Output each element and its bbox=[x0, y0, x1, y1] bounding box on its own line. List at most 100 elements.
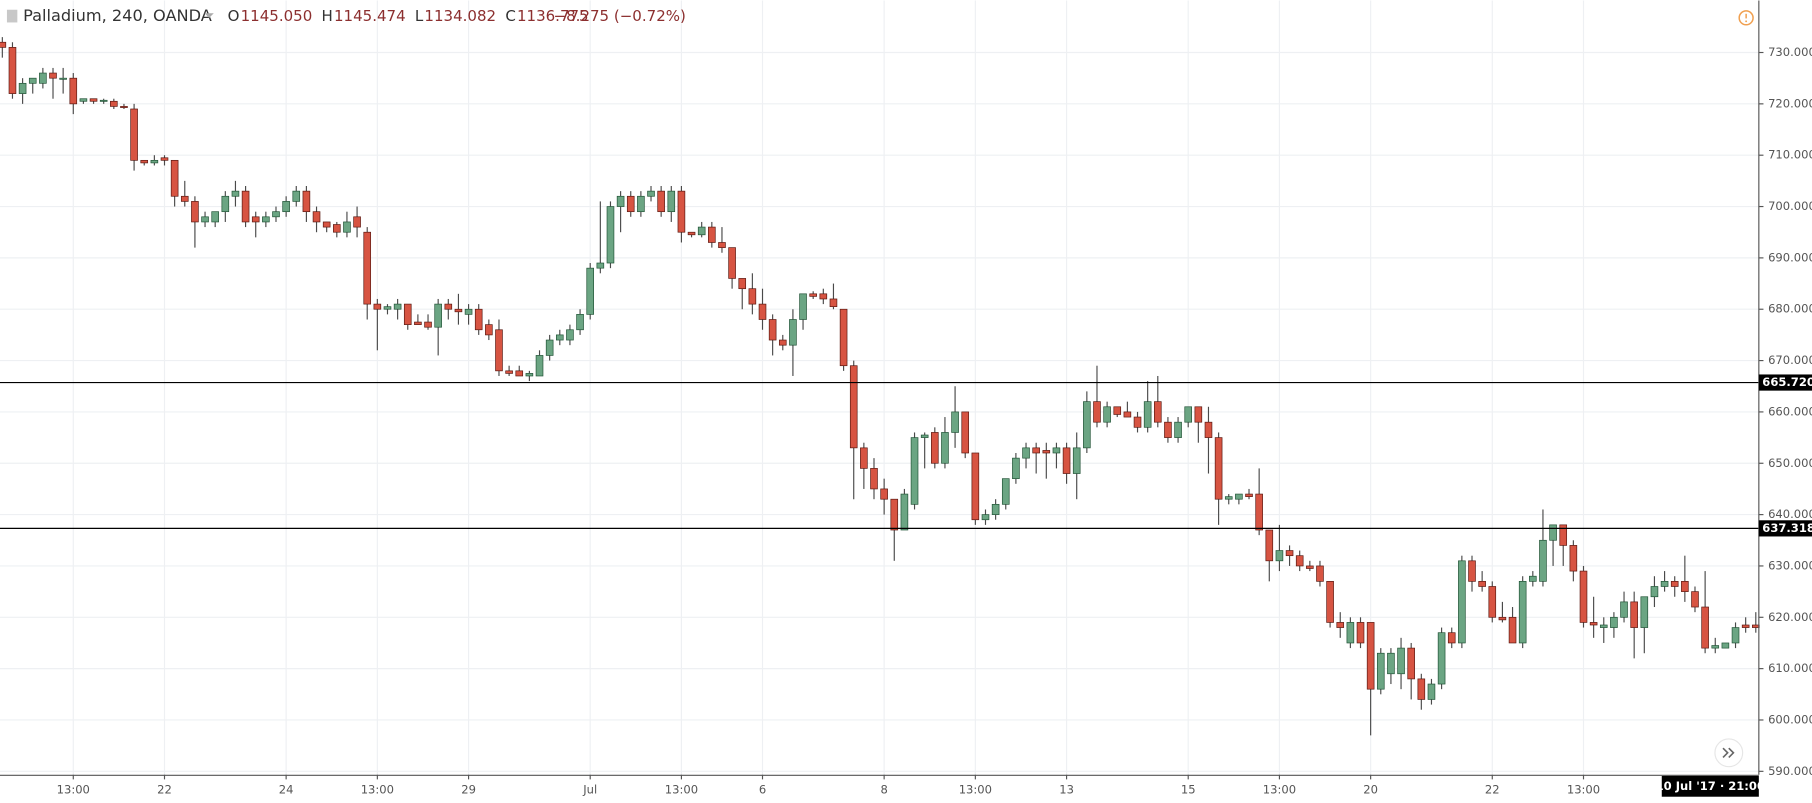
x-tick-label: Jul bbox=[582, 782, 597, 796]
candle-body bbox=[1559, 524, 1568, 546]
candle-body bbox=[1255, 493, 1263, 531]
candle-body bbox=[1437, 632, 1446, 685]
candle-body bbox=[1062, 447, 1071, 474]
candle-body bbox=[1731, 627, 1740, 644]
candle-body bbox=[1721, 642, 1730, 649]
candle-body bbox=[687, 231, 696, 236]
candle-body bbox=[49, 72, 57, 79]
header: Palladium, 240, OANDA O 1145.050 H 1145.474… bbox=[6, 6, 686, 25]
candle-body bbox=[1620, 601, 1628, 618]
ohlc-key: L bbox=[415, 7, 424, 25]
candle-body bbox=[99, 99, 108, 102]
y-tick-label: 620.000 bbox=[1768, 610, 1812, 624]
ohlc-value: 1136.775 bbox=[517, 7, 589, 25]
x-tick-label: 29 bbox=[461, 782, 476, 796]
y-tick-label: 600.000 bbox=[1768, 712, 1812, 726]
candle-body bbox=[373, 303, 382, 310]
candle-body bbox=[1529, 575, 1537, 582]
candle-body bbox=[657, 190, 665, 213]
candle-body bbox=[667, 190, 676, 213]
candle-body bbox=[1295, 555, 1304, 567]
scroll-button[interactable] bbox=[1714, 738, 1744, 768]
y-tick-label: 670.000 bbox=[1768, 353, 1812, 367]
alert-icon[interactable] bbox=[1738, 10, 1754, 26]
scroll-circle[interactable] bbox=[1714, 738, 1744, 768]
candle-body bbox=[393, 303, 402, 310]
candle-body bbox=[292, 190, 301, 202]
scroll-arrows bbox=[1722, 747, 1735, 759]
price-label: 637.318 bbox=[1762, 521, 1812, 535]
candle-body bbox=[444, 303, 453, 310]
alert-circle[interactable] bbox=[1738, 10, 1754, 26]
candle-body bbox=[971, 452, 980, 521]
candle-body bbox=[39, 72, 47, 84]
candle-body bbox=[920, 434, 929, 438]
candle-body bbox=[789, 319, 797, 346]
candle-body bbox=[616, 195, 625, 207]
candle-body bbox=[1326, 581, 1334, 623]
candle-body bbox=[79, 98, 88, 102]
candle-body bbox=[110, 100, 118, 107]
candle-body bbox=[718, 242, 726, 248]
candle-body bbox=[1316, 565, 1324, 582]
candle-body bbox=[495, 329, 503, 372]
y-tick-label: 700.000 bbox=[1768, 199, 1812, 213]
candle-body bbox=[1468, 560, 1476, 582]
candle-body bbox=[991, 503, 1000, 515]
candle-body bbox=[150, 159, 159, 164]
candle-body bbox=[1752, 624, 1760, 628]
candle-body bbox=[1478, 581, 1486, 587]
y-tick-label: 710.000 bbox=[1768, 148, 1812, 162]
candle-body bbox=[485, 324, 493, 336]
candle-body bbox=[211, 211, 219, 223]
candle-body bbox=[424, 321, 432, 328]
candle-body bbox=[403, 303, 412, 325]
candle-body bbox=[1741, 624, 1750, 628]
candle-body bbox=[1681, 581, 1689, 592]
ohlc-key: O bbox=[228, 7, 240, 25]
candle-body bbox=[130, 108, 138, 161]
candle-body bbox=[1336, 622, 1345, 628]
y-tick-label: 660.000 bbox=[1768, 404, 1812, 418]
candle-body bbox=[1133, 416, 1142, 428]
dropdown-arrow[interactable] bbox=[204, 13, 214, 18]
candle-body bbox=[809, 293, 817, 297]
x-tick-label: 22 bbox=[1485, 782, 1500, 796]
candle-body bbox=[1083, 401, 1091, 449]
candle-body bbox=[768, 319, 777, 341]
candle-body bbox=[1417, 678, 1426, 700]
candle-body bbox=[1235, 493, 1243, 500]
candle-body bbox=[758, 303, 767, 320]
candle-body bbox=[8, 47, 17, 94]
candle-body bbox=[1204, 421, 1213, 438]
candles bbox=[0, 37, 1760, 736]
candle-body bbox=[1113, 406, 1122, 415]
candle-body bbox=[170, 159, 179, 197]
ohlc-value: 1145.050 bbox=[241, 7, 313, 25]
candle-body bbox=[1691, 591, 1699, 608]
y-tick-label: 610.000 bbox=[1768, 661, 1812, 675]
candle-body bbox=[353, 216, 361, 228]
candle-body bbox=[1306, 565, 1314, 569]
y-tick-label: 720.000 bbox=[1768, 96, 1812, 110]
candle-body bbox=[839, 308, 848, 367]
y-tick-label: 630.000 bbox=[1768, 558, 1812, 572]
candle-body bbox=[829, 298, 838, 308]
change: −8.275 (−0.72%) bbox=[554, 7, 686, 25]
candle-body bbox=[1498, 616, 1507, 621]
candle-body bbox=[333, 224, 341, 233]
cursor-label-box bbox=[1661, 775, 1759, 797]
candle-body bbox=[515, 370, 524, 377]
candle-body bbox=[880, 488, 888, 500]
candle-body bbox=[1569, 545, 1578, 572]
candle-body bbox=[201, 216, 209, 223]
candle-body bbox=[910, 437, 919, 505]
alert-dot bbox=[1745, 20, 1748, 23]
ohlc-value: 1134.082 bbox=[424, 7, 496, 25]
candle-body bbox=[576, 314, 584, 331]
ohlc-key: C bbox=[505, 7, 516, 25]
candle-body bbox=[282, 201, 290, 213]
candle-body bbox=[312, 211, 321, 223]
candle-body bbox=[981, 514, 990, 521]
